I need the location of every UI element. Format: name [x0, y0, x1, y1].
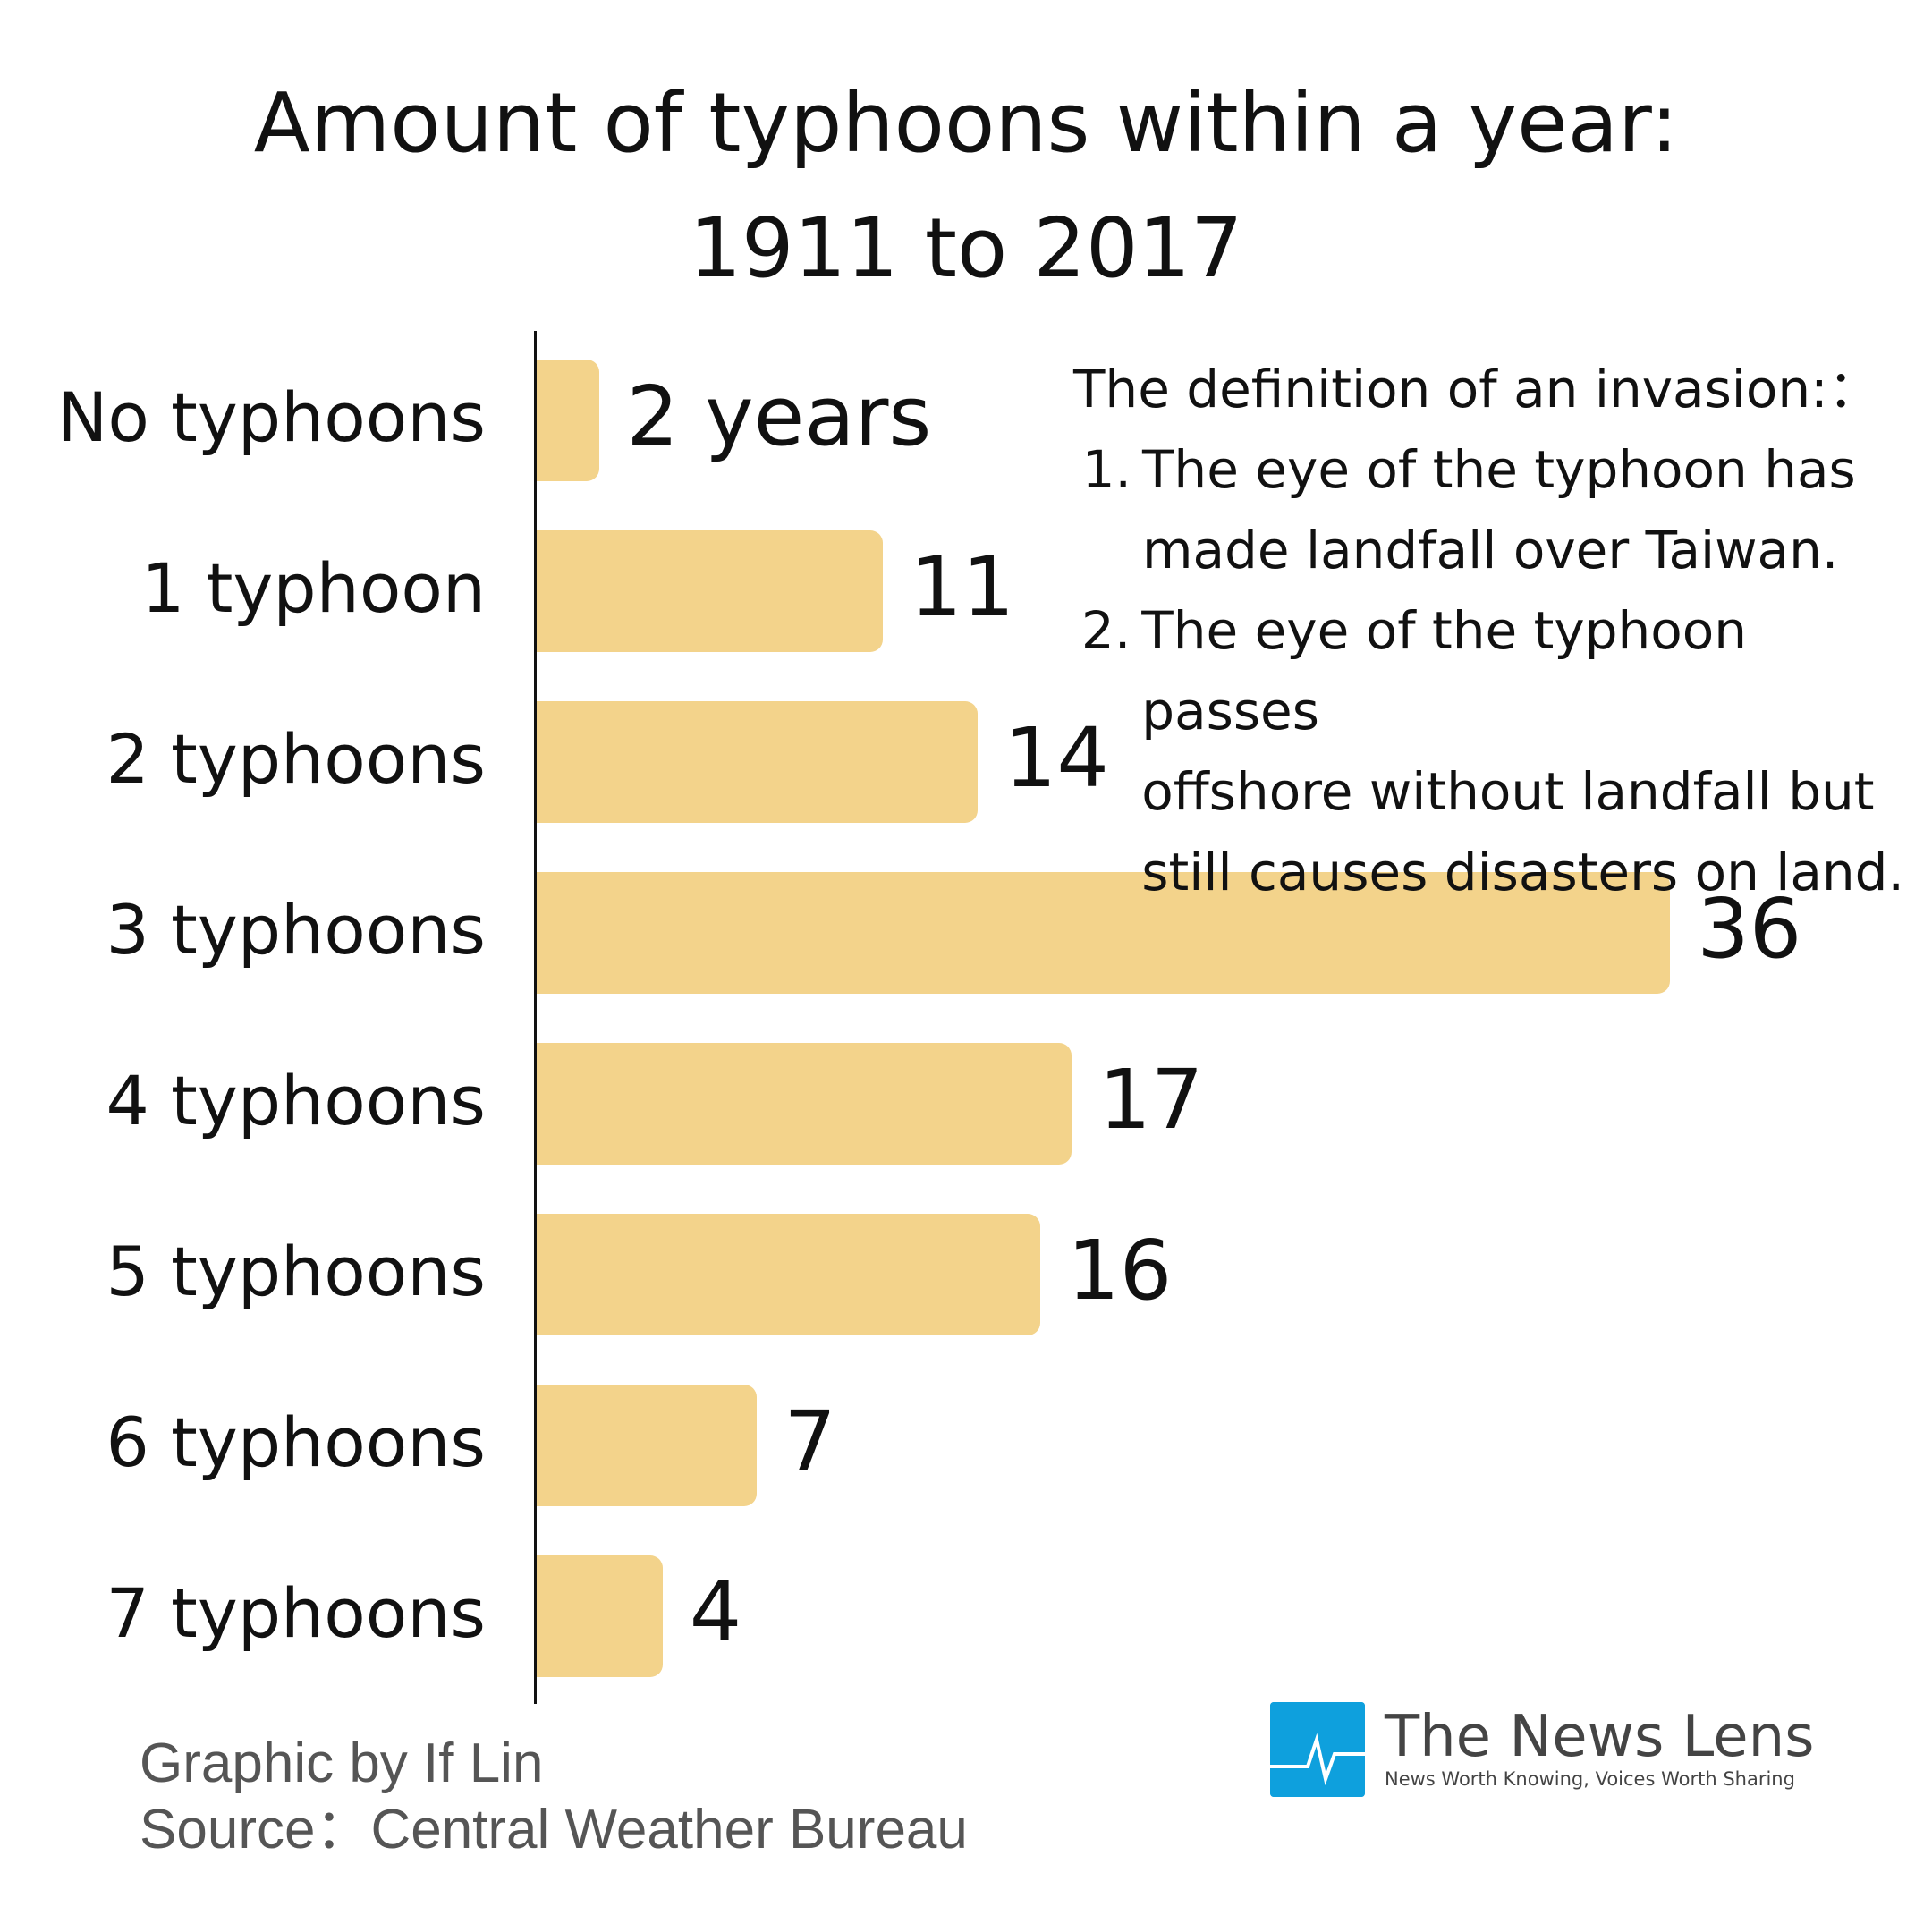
item-number: 2. [1080, 600, 1131, 661]
data-label: 7 [784, 1394, 836, 1489]
definition-item-1: 1. The eye of the typhoon has made landfa… [1073, 429, 1932, 590]
data-label: 16 [1067, 1223, 1173, 1318]
definition-box: The definition of an invasion:： 1. The e… [1073, 349, 1932, 912]
item-line: still causes disasters on land. [1141, 842, 1904, 902]
logo-tagline: News Worth Knowing, Voices Worth Sharing [1385, 1768, 1795, 1790]
bar [537, 1043, 1072, 1165]
y-axis-line [534, 331, 537, 1704]
bar [537, 1214, 1041, 1335]
bar [537, 530, 884, 652]
definition-heading: The definition of an invasion:： [1073, 359, 1880, 419]
item-line: The eye of the typhoon has [1142, 439, 1856, 500]
definition-item-2: 2. The eye of the typhoon passes offshore… [1073, 590, 1932, 912]
item-number: 1. [1081, 439, 1131, 500]
pulse-logo-icon [1270, 1702, 1365, 1797]
category-label: 6 typhoons [106, 1402, 486, 1482]
data-label: 36 [1697, 881, 1802, 977]
chart-title-line-2: 1911 to 2017 [689, 200, 1243, 296]
category-label: 2 typhoons [106, 719, 486, 799]
bar [537, 701, 978, 823]
category-label: 1 typhoon [141, 548, 486, 628]
chart-title-line-1: Amount of typhoons within a year: [253, 75, 1679, 171]
bar [537, 360, 600, 481]
item-line: offshore without landfall but [1141, 761, 1875, 822]
data-label: 14 [1004, 710, 1109, 806]
category-label: No typhoons [56, 377, 486, 457]
item-line: made landfall over Taiwan. [1142, 520, 1839, 580]
source: Source：Central Weather Bureau [140, 1799, 968, 1860]
item-line: The eye of the typhoon passes [1141, 600, 1748, 741]
category-label: 5 typhoons [106, 1232, 486, 1311]
bar [537, 1385, 758, 1506]
data-label: 2 years [626, 369, 932, 464]
data-label: 4 [689, 1564, 742, 1660]
credit: Graphic by If Lin [140, 1733, 544, 1794]
logo-name: The News Lens [1385, 1704, 1815, 1770]
category-label: 3 typhoons [106, 890, 486, 970]
news-lens-logo: The News Lens News Worth Knowing, Voices… [1270, 1702, 1814, 1797]
bar [537, 1555, 663, 1677]
data-label: 11 [910, 539, 1015, 635]
data-label: 17 [1098, 1052, 1204, 1148]
category-label: 7 typhoons [106, 1573, 486, 1653]
footer: Graphic by If Lin Source：Central Weather… [140, 1731, 968, 1863]
category-label: 4 typhoons [106, 1061, 486, 1140]
bar [537, 872, 1671, 994]
